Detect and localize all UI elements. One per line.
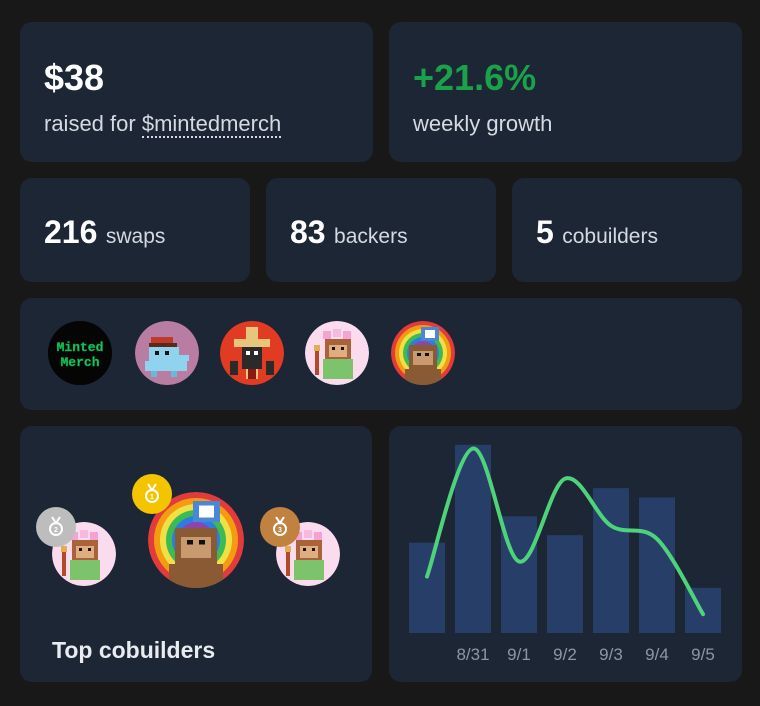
chart-bar xyxy=(409,542,445,633)
bronze-medal-icon: 3 xyxy=(260,507,300,547)
swaps-chart-card: 8/31 9/1 9/2 9/3 9/4 9/5 xyxy=(389,426,742,682)
svg-text:1: 1 xyxy=(150,494,154,501)
chart-tick-label: 9/1 xyxy=(507,645,531,664)
stat-label: cobuilders xyxy=(562,225,658,248)
growth-label: weekly growth xyxy=(413,111,553,136)
raised-label-prefix: raised for xyxy=(44,111,142,136)
top-cobuilders-title: Top cobuilders xyxy=(52,637,216,663)
stat-value: 83 xyxy=(290,214,326,250)
top-cobuilders-card: 2 1 xyxy=(20,426,372,682)
stat-cobuilders: 5 cobuilders xyxy=(536,214,658,251)
minted-merch-logo-icon[interactable]: Minted Merch xyxy=(48,321,112,385)
chart-bar xyxy=(639,497,675,633)
growth-value: +21.6% xyxy=(413,57,537,98)
pixel-warrior-avatar-icon[interactable] xyxy=(220,321,284,385)
stat-swaps: 216 swaps xyxy=(44,214,165,251)
stat-card-backers: 83 backers xyxy=(266,178,496,282)
chart-tick-label: 9/2 xyxy=(553,645,577,664)
raised-card: $38 raised for $mintedmerch xyxy=(20,22,373,162)
pixel-ape-rainbow-avatar-icon xyxy=(148,492,244,588)
chart-tick-label: 9/5 xyxy=(691,645,715,664)
svg-text:3: 3 xyxy=(278,527,282,534)
stat-label: backers xyxy=(334,225,408,248)
stat-value: 5 xyxy=(536,214,554,250)
svg-text:Merch: Merch xyxy=(60,355,99,370)
pixel-ape-flower-crown-avatar-icon[interactable] xyxy=(305,321,369,385)
gold-medal-icon: 1 xyxy=(132,474,172,514)
podium-rank-1-avatar[interactable] xyxy=(148,492,244,588)
swaps-chart: 8/31 9/1 9/2 9/3 9/4 9/5 xyxy=(409,444,721,664)
stat-card-swaps: 216 swaps xyxy=(20,178,250,282)
growth-card: +21.6% weekly growth xyxy=(389,22,742,162)
cobuilder-avatars-card: Minted Merch xyxy=(20,298,742,410)
stat-value: 216 xyxy=(44,214,98,250)
token-link[interactable]: $mintedmerch xyxy=(141,111,282,138)
svg-text:Minted: Minted xyxy=(57,340,104,355)
stat-label: swaps xyxy=(105,225,166,248)
raised-label: raised for $mintedmerch xyxy=(44,111,282,138)
pixel-dinosaur-cap-avatar-icon[interactable] xyxy=(135,321,199,385)
raised-amount: $38 xyxy=(44,57,105,98)
chart-bar xyxy=(547,535,583,633)
chart-tick-label: 9/3 xyxy=(599,645,623,664)
chart-series-line xyxy=(425,446,705,617)
chart-bar xyxy=(455,444,491,633)
svg-text:2: 2 xyxy=(54,527,58,534)
stat-card-cobuilders: 5 cobuilders xyxy=(512,178,742,282)
stat-backers: 83 backers xyxy=(290,214,408,251)
chart-tick-label: 9/4 xyxy=(645,645,669,664)
chart-tick-label: 8/31 xyxy=(456,645,489,664)
pixel-ape-rainbow-avatar-icon[interactable] xyxy=(391,321,455,385)
silver-medal-icon: 2 xyxy=(36,507,76,547)
